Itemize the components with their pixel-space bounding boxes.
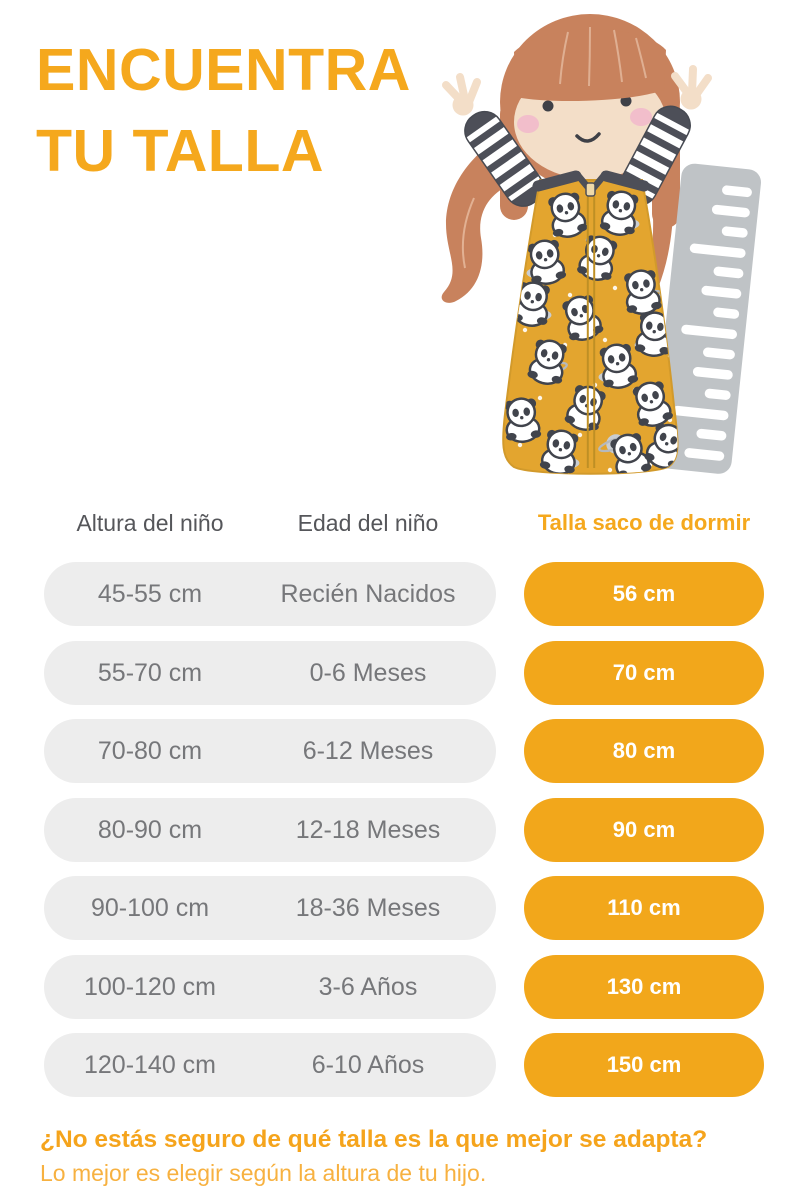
size-pill: 56 cm	[524, 562, 764, 626]
column-header-size: Talla saco de dormir	[537, 510, 751, 535]
footer-question: ¿No estás seguro de qué talla es la que …	[40, 1126, 708, 1153]
size-pill: 80 cm	[524, 719, 764, 783]
left-cheek	[517, 115, 539, 133]
age-value: 6-12 Meses	[302, 737, 434, 765]
size-table-row: 80-90 cm 12-18 Meses 90 cm	[44, 797, 764, 862]
right-cheek	[630, 108, 652, 126]
height-age-pill: 80-90 cm 12-18 Meses	[44, 797, 496, 862]
size-pill: 130 cm	[524, 954, 764, 1019]
girl-left-hand	[442, 73, 481, 116]
age-value: 0-6 Meses	[309, 658, 427, 687]
girl-right-hand	[671, 65, 712, 110]
height-value: 90-100 cm	[90, 894, 210, 922]
zipper	[586, 196, 596, 468]
page-title-line1: ENCUENTRA	[36, 37, 411, 103]
height-value: 100-120 cm	[83, 972, 217, 1001]
height-age-pill: 45-55 cm Recién Nacidos	[44, 562, 496, 626]
size-pill: 150 cm	[524, 1033, 764, 1097]
height-age-pill: 55-70 cm 0-6 Meses	[44, 640, 496, 705]
height-value: 70-80 cm	[97, 737, 203, 765]
age-value: 12-18 Meses	[295, 815, 441, 844]
height-value: 45-55 cm	[97, 580, 203, 608]
smile	[575, 132, 601, 143]
size-table-row: 55-70 cm 0-6 Meses 70 cm	[44, 640, 764, 705]
collar	[532, 170, 650, 197]
size-pill: 70 cm	[524, 640, 764, 705]
right-eye	[620, 95, 632, 107]
height-age-pill: 120-140 cm 6-10 Años	[44, 1033, 496, 1097]
growth-ruler	[652, 163, 761, 474]
page-title-line2: TU TALLA	[36, 118, 324, 184]
zipper-pull	[585, 182, 596, 197]
panda-pattern	[503, 187, 678, 474]
size-table-row: 90-100 cm 18-36 Meses 110 cm	[44, 876, 764, 940]
size-table-row: 100-120 cm 3-6 Años 130 cm	[44, 954, 764, 1019]
size-pill: 90 cm	[524, 797, 764, 862]
ruler-tick-marks	[672, 185, 752, 461]
column-header-height: Altura del niño	[76, 510, 224, 536]
left-eye	[542, 100, 554, 112]
girl-sleeping-bag-illustration	[441, 14, 761, 475]
column-header-age: Edad del niño	[297, 510, 439, 536]
height-age-pill: 90-100 cm 18-36 Meses	[44, 876, 496, 940]
footer-advice: Lo mejor es elegir según la altura de tu…	[40, 1160, 487, 1186]
height-age-pill: 100-120 cm 3-6 Años	[44, 954, 496, 1019]
size-table-row: 45-55 cm Recién Nacidos 56 cm	[44, 562, 764, 626]
page-title: ENCUENTRA TU TALLA	[36, 30, 411, 192]
age-value: Recién Nacidos	[280, 580, 456, 608]
size-table: 45-55 cm Recién Nacidos 56 cm 55-70 cm 0…	[44, 562, 764, 1112]
height-value: 120-140 cm	[83, 1051, 217, 1079]
size-pill: 110 cm	[524, 876, 764, 940]
height-value: 55-70 cm	[97, 658, 203, 687]
size-table-row: 120-140 cm 6-10 Años 150 cm	[44, 1033, 764, 1097]
height-value: 80-90 cm	[97, 815, 203, 844]
age-value: 3-6 Años	[318, 972, 418, 1001]
height-age-pill: 70-80 cm 6-12 Meses	[44, 719, 496, 783]
age-value: 18-36 Meses	[295, 894, 441, 922]
age-value: 6-10 Años	[311, 1051, 425, 1079]
panda-sleeping-bag	[502, 170, 679, 475]
size-table-row: 70-80 cm 6-12 Meses 80 cm	[44, 719, 764, 783]
